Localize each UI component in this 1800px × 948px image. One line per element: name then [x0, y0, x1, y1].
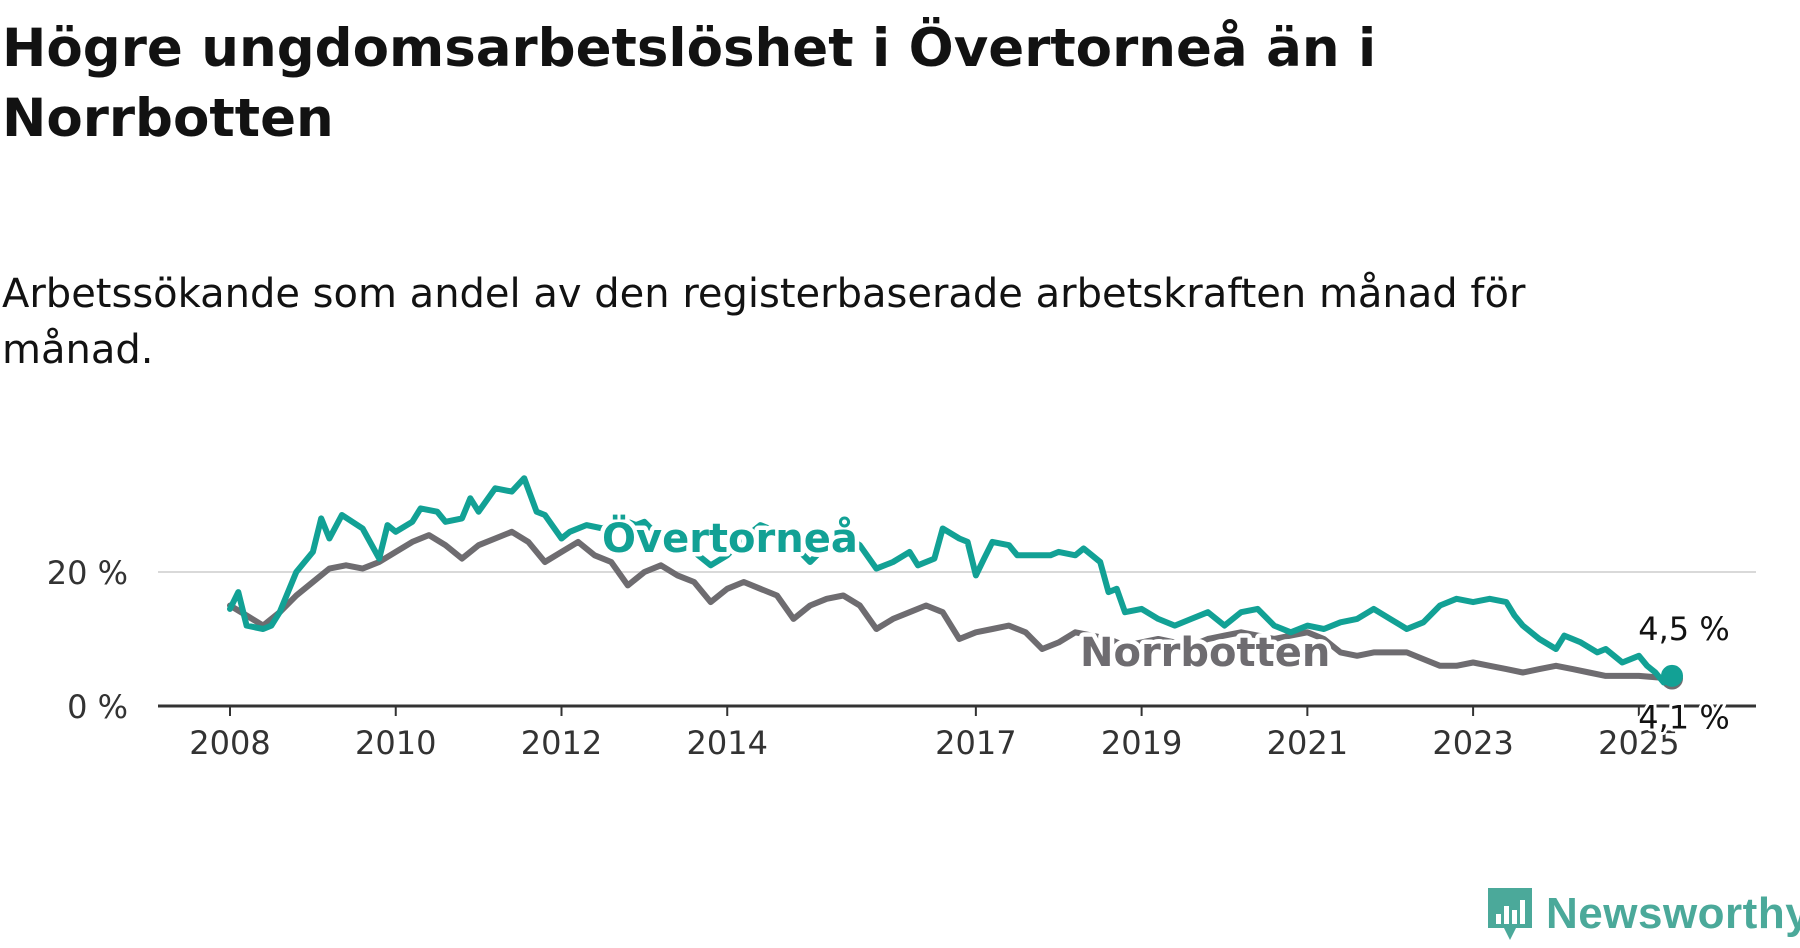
- x-tick-label: 2019: [1101, 724, 1182, 762]
- y-tick-label: 20 %: [47, 554, 128, 592]
- label-layer: Övertorneå Norrbotten 4,1 % 4,5 %: [598, 510, 1733, 740]
- series-line-norrbotten: [227, 528, 1675, 682]
- axis-layer: 0 % 20 % 2008 2010 2012 2014 2017 2019 2021 2023 2…: [47, 554, 1756, 762]
- series-label-norrbotten: Norrbotten: [1080, 630, 1330, 676]
- x-tick-label: 2014: [687, 724, 768, 762]
- chart-subtitle: Arbetssökande som andel av den registerb…: [2, 271, 1526, 373]
- x-tick-label: 2010: [355, 724, 436, 762]
- end-label-norrbotten: 4,1 %: [1638, 699, 1729, 737]
- series-layer: [227, 475, 1683, 690]
- end-point-overtornea: [1661, 664, 1683, 687]
- x-tick-label: 2025: [1598, 724, 1679, 762]
- series-line-overtornea: [227, 475, 1675, 686]
- brand-name: Newsworthy: [1546, 889, 1800, 938]
- x-tick-label: 2023: [1432, 724, 1513, 762]
- x-tick-label: 2021: [1267, 724, 1348, 762]
- chart-title: Högre ungdomsarbetslöshet i Övertorneå ä…: [2, 18, 1377, 149]
- end-label-overtornea: 4,5 %: [1638, 610, 1729, 648]
- bar-chart-speech-bubble-icon: [1488, 888, 1532, 940]
- series-label-overtornea: Övertorneå: [602, 514, 858, 562]
- x-tick-label: 2012: [521, 724, 602, 762]
- x-tick-label: 2008: [189, 724, 270, 762]
- newsworthy-logo: Newsworthy: [1486, 886, 1800, 942]
- x-tick-label: 2017: [935, 724, 1016, 762]
- y-tick-label: 0 %: [67, 688, 128, 726]
